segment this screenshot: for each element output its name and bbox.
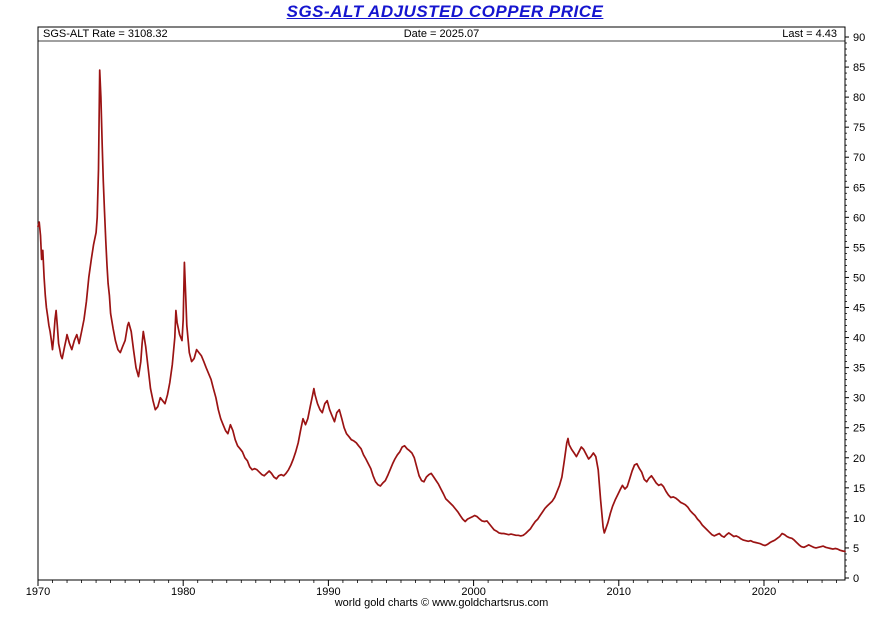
y-tick-label: 60 [853,212,865,224]
y-tick-label: 35 [853,363,865,375]
x-tick-label: 1980 [171,586,195,598]
x-tick-label: 2010 [607,586,631,598]
x-tick-label: 2020 [752,586,776,598]
y-tick-label: 20 [853,453,865,465]
y-tick-label: 50 [853,272,865,284]
y-tick-label: 65 [853,182,865,194]
last-readout: Last = 4.43 [782,28,837,40]
plot-border [37,26,846,581]
y-tick-label: 70 [853,152,865,164]
y-tick-label: 90 [853,32,865,44]
y-tick-label: 85 [853,62,865,74]
y-tick-label: 25 [853,423,865,435]
y-tick-label: 80 [853,92,865,104]
y-tick-label: 30 [853,393,865,405]
x-tick-label: 1990 [316,586,340,598]
x-tick-label: 2000 [461,586,485,598]
rate-readout: SGS-ALT Rate = 3108.32 [43,28,168,40]
y-tick-label: 45 [853,303,865,315]
y-tick-label: 75 [853,122,865,134]
chart-title: SGS-ALT ADJUSTED COPPER PRICE [286,2,604,21]
y-tick-label: 15 [853,483,865,495]
price-line [37,69,846,553]
y-tick-label: 0 [853,573,859,585]
y-tick-label: 40 [853,333,865,345]
y-tick-label: 55 [853,242,865,254]
x-tick-label: 1970 [26,586,50,598]
footer-credit: world gold charts © www.goldchartsrus.co… [334,597,549,609]
y-tick-label: 10 [853,513,865,525]
date-readout: Date = 2025.07 [403,28,480,40]
y-tick-label: 5 [853,543,859,555]
